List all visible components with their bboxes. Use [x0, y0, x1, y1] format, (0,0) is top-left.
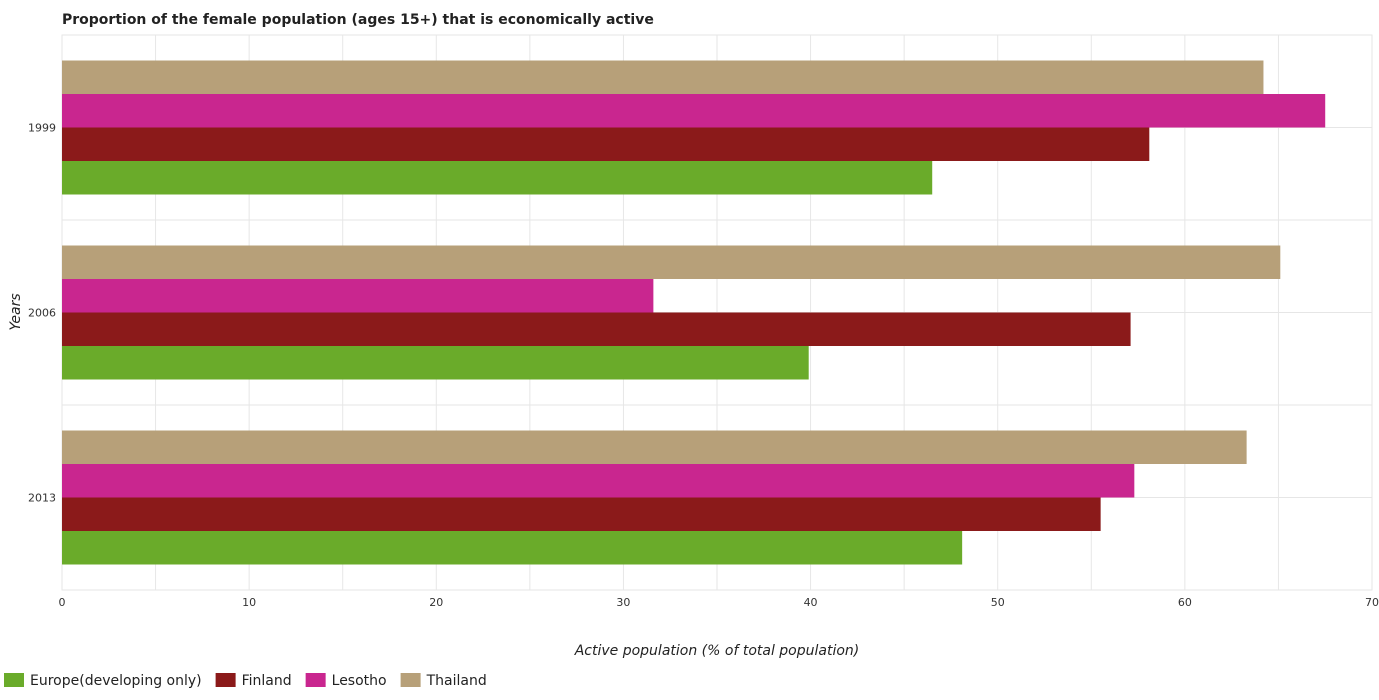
- bars: [62, 60, 1326, 565]
- bar-lesotho-1999: [62, 94, 1326, 128]
- legend-label: Thailand: [426, 673, 487, 689]
- x-tick-label: 30: [616, 596, 630, 609]
- bar-europe-developing-only--2013: [62, 531, 963, 565]
- y-axis-ticks: 1999 2006 2013: [28, 122, 56, 505]
- x-tick-label: 20: [429, 596, 443, 609]
- legend: Europe(developing only) Finland Lesotho Tha…: [4, 673, 487, 689]
- x-tick-label: 50: [991, 596, 1005, 609]
- bar-thailand-2013: [62, 430, 1247, 464]
- bar-europe-developing-only--2006: [62, 346, 809, 380]
- y-tick-label: 2013: [28, 492, 56, 505]
- x-tick-label: 60: [1178, 596, 1192, 609]
- legend-swatch: [4, 673, 24, 687]
- y-tick-label: 2006: [28, 307, 56, 320]
- legend-label: Lesotho: [332, 673, 387, 689]
- legend-label: Europe(developing only): [30, 673, 202, 689]
- x-tick-label: 0: [59, 596, 66, 609]
- x-axis-label: Active population (% of total population…: [574, 643, 860, 659]
- legend-swatch: [305, 673, 326, 687]
- x-tick-label: 40: [804, 596, 818, 609]
- x-tick-label: 70: [1365, 596, 1379, 609]
- bar-finland-2013: [62, 497, 1101, 531]
- bar-europe-developing-only--1999: [62, 161, 933, 195]
- bar-lesotho-2013: [62, 464, 1135, 498]
- bar-thailand-2006: [62, 245, 1281, 279]
- legend-label: Finland: [242, 673, 292, 689]
- chart-title: Proportion of the female population (age…: [62, 12, 654, 28]
- y-axis-label: Years: [8, 293, 24, 330]
- bar-finland-1999: [62, 127, 1150, 161]
- bar-lesotho-2006: [62, 279, 654, 313]
- x-tick-label: 10: [242, 596, 256, 609]
- legend-swatch: [400, 673, 421, 687]
- x-axis-ticks: 0 10 20 30 40 50 60 70: [59, 596, 1379, 609]
- bar-finland-2006: [62, 312, 1131, 346]
- legend-swatch: [215, 673, 236, 687]
- bar-thailand-1999: [62, 60, 1264, 94]
- y-tick-label: 1999: [28, 122, 56, 135]
